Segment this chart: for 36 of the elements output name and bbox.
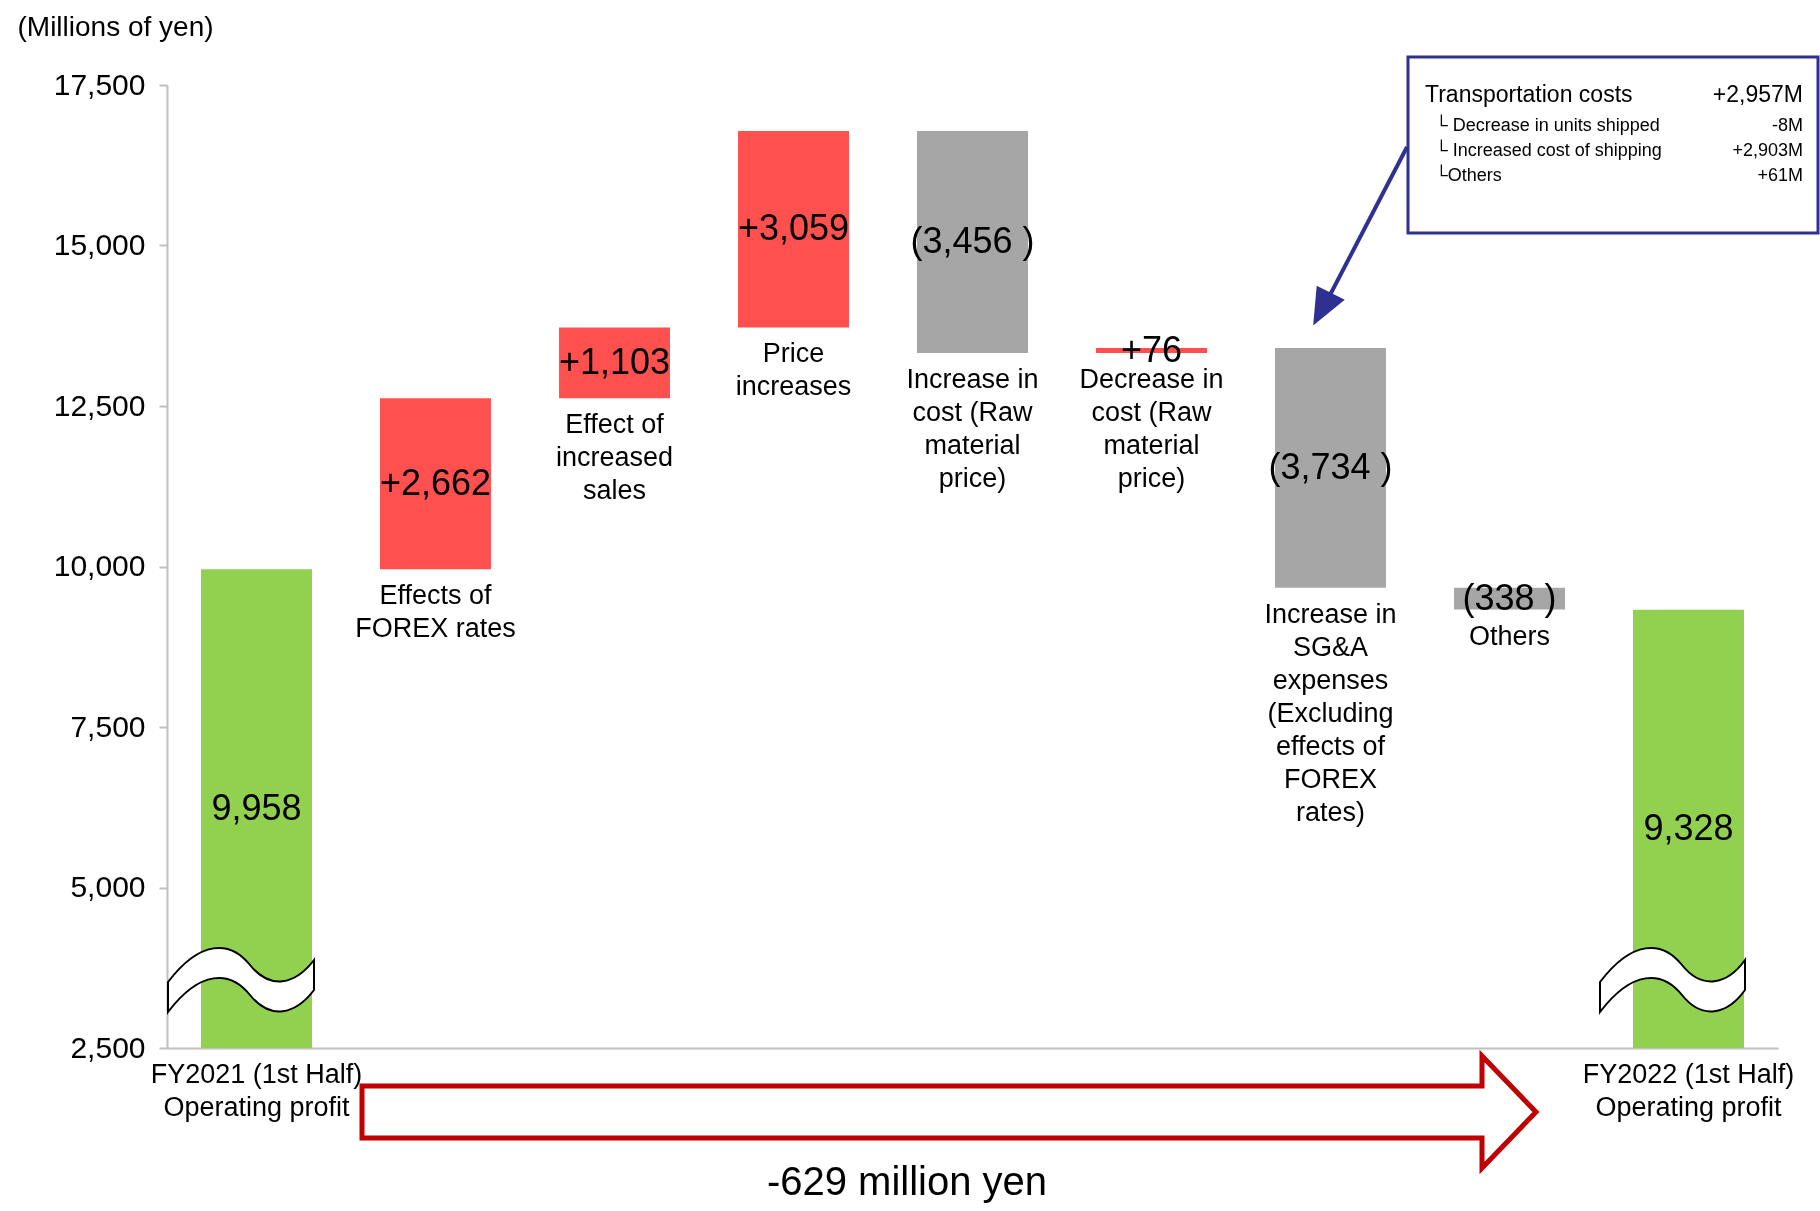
x-tick-label: Effects of FOREX rates bbox=[355, 580, 516, 644]
x-tick-label: FY2021 (1st Half) Operating profit bbox=[150, 1059, 363, 1122]
x-tick-label: Increase in SG&A expenses (Excluding effects of FOREX rates) bbox=[1264, 598, 1397, 827]
data-label: +1,103 bbox=[558, 340, 671, 382]
annotation: └Others bbox=[1435, 164, 1502, 185]
bar bbox=[738, 131, 849, 328]
data-label: (3,734 ) bbox=[1268, 445, 1393, 487]
x-tick-label: Effect of increased sales bbox=[555, 409, 674, 506]
annotation: Transportation costs bbox=[1425, 81, 1633, 107]
y-tick-label: 10,000 bbox=[53, 549, 146, 582]
annotation: └ Decrease in units shipped bbox=[1435, 114, 1660, 135]
annotation: └ Increased cost of shipping bbox=[1435, 139, 1662, 160]
x-tick-label: Increase in cost (Raw material price) bbox=[906, 363, 1039, 493]
data-label: +3,059 bbox=[737, 207, 850, 249]
annotation: +61M bbox=[1757, 165, 1803, 185]
data-label: 9,328 bbox=[1643, 806, 1734, 848]
y-tick-label: 7,500 bbox=[70, 709, 146, 743]
y-tick-label: 2,500 bbox=[70, 1030, 146, 1064]
x-tick-label: Others bbox=[1468, 620, 1551, 651]
bar bbox=[380, 398, 491, 570]
annotation: -8M bbox=[1772, 115, 1803, 135]
x-tick-label: FY2022 (1st Half) Operating profit bbox=[1582, 1059, 1795, 1122]
annotation: +2,957M bbox=[1712, 81, 1803, 107]
x-tick-label: Decrease in cost (Raw material price) bbox=[1079, 363, 1224, 493]
data-label: (338 ) bbox=[1462, 576, 1557, 618]
y-tick-label: 17,500 bbox=[53, 67, 146, 101]
y-tick-label: 15,000 bbox=[53, 228, 146, 261]
data-label: +2,662 bbox=[379, 461, 492, 503]
x-tick-label: Price increases bbox=[735, 338, 852, 402]
annotation: +2,903M bbox=[1732, 140, 1803, 160]
y-tick-label: 12,500 bbox=[53, 388, 146, 422]
text: -629 million yen bbox=[766, 1159, 1048, 1203]
data-label: (3,456 ) bbox=[910, 220, 1035, 262]
y-axis-title: (Millions of yen) bbox=[17, 10, 214, 42]
y-tick-label: 5,000 bbox=[70, 870, 146, 903]
data-label: 9,958 bbox=[211, 786, 302, 828]
